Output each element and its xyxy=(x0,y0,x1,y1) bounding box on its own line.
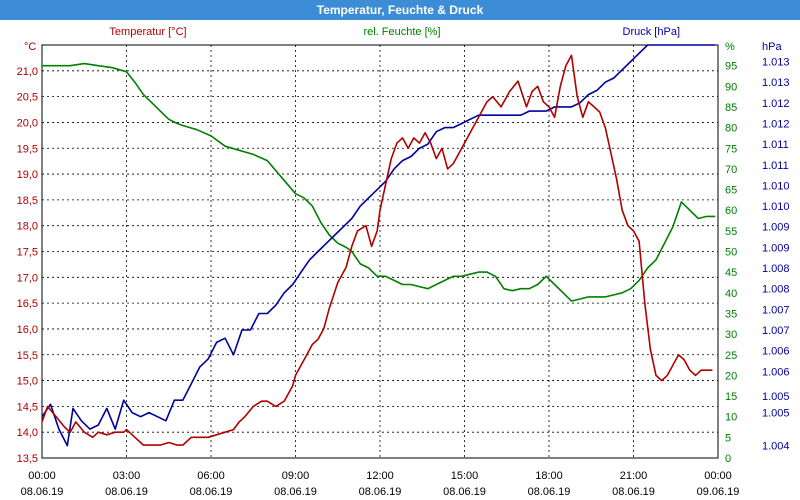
humidity-tick-label: 90 xyxy=(725,81,737,93)
pressure-unit-label: hPa xyxy=(762,41,782,53)
series-line-humidity xyxy=(42,62,716,302)
humidity-axis-title: rel. Feuchte [%] xyxy=(363,26,440,38)
x-tick-time: 09:00 xyxy=(282,470,310,482)
temperature-tick-label: 18,0 xyxy=(17,221,38,233)
x-tick-time: 15:00 xyxy=(451,470,479,482)
pressure-tick-label: 1.011 xyxy=(762,139,789,151)
pressure-tick-label: 1.006 xyxy=(762,346,790,358)
humidity-tick-label: 10 xyxy=(725,412,737,424)
x-tick-time: 06:00 xyxy=(197,470,225,482)
pressure-tick-label: 1.010 xyxy=(762,180,790,192)
x-tick-date: 08.06.19 xyxy=(105,486,148,498)
pressure-axis-title: Druck [hPa] xyxy=(623,26,680,38)
x-tick-date: 08.06.19 xyxy=(612,486,655,498)
temperature-tick-label: 19,5 xyxy=(17,143,38,155)
temperature-tick-label: 16,5 xyxy=(17,298,38,310)
humidity-tick-label: 30 xyxy=(725,329,737,341)
temperature-tick-label: 14,5 xyxy=(17,401,38,413)
pressure-tick-label: 1.011 xyxy=(762,160,789,172)
temperature-axis-title: Temperatur [°C] xyxy=(109,26,186,38)
pressure-tick-label: 1.004 xyxy=(762,441,790,453)
humidity-tick-label: 95 xyxy=(725,61,737,73)
pressure-tick-label: 1.009 xyxy=(762,242,790,254)
temperature-tick-label: 20,0 xyxy=(17,117,38,129)
x-tick-time: 00:00 xyxy=(704,470,732,482)
temperature-unit-label: °C xyxy=(24,41,36,53)
pressure-tick-label: 1.012 xyxy=(762,98,790,110)
humidity-tick-label: 70 xyxy=(725,164,737,176)
humidity-unit-label: % xyxy=(725,41,735,53)
temperature-tick-label: 19,0 xyxy=(17,169,38,181)
pressure-tick-label: 1.007 xyxy=(762,325,790,337)
humidity-tick-label: 55 xyxy=(725,226,737,238)
temperature-tick-label: 13,5 xyxy=(17,453,38,465)
x-tick-date: 08.06.19 xyxy=(359,486,402,498)
pressure-tick-label: 1.012 xyxy=(762,118,790,130)
humidity-tick-label: 25 xyxy=(725,350,737,362)
pressure-tick-label: 1.010 xyxy=(762,201,790,213)
temperature-tick-label: 21,0 xyxy=(17,66,38,78)
x-tick-date: 08.06.19 xyxy=(21,486,64,498)
x-tick-time: 03:00 xyxy=(113,470,141,482)
temperature-tick-label: 15,0 xyxy=(17,376,38,388)
humidity-tick-label: 40 xyxy=(725,288,737,300)
pressure-tick-label: 1.013 xyxy=(762,77,790,89)
humidity-tick-label: 0 xyxy=(725,453,731,465)
pressure-tick-label: 1.013 xyxy=(762,57,790,69)
x-tick-date: 09.06.19 xyxy=(697,486,740,498)
humidity-tick-label: 85 xyxy=(725,102,737,114)
pressure-tick-label: 1.005 xyxy=(762,408,790,420)
x-tick-date: 08.06.19 xyxy=(190,486,233,498)
series-line-temperature xyxy=(41,54,713,446)
pressure-tick-label: 1.006 xyxy=(762,366,790,378)
x-tick-time: 18:00 xyxy=(535,470,563,482)
x-tick-time: 12:00 xyxy=(366,470,394,482)
pressure-tick-label: 1.008 xyxy=(762,284,790,296)
x-tick-date: 08.06.19 xyxy=(528,486,571,498)
chart-title: Temperatur, Feuchte & Druck xyxy=(0,0,800,20)
humidity-tick-label: 20 xyxy=(725,370,737,382)
humidity-tick-label: 65 xyxy=(725,185,737,197)
temperature-tick-label: 17,5 xyxy=(17,247,38,259)
humidity-tick-label: 35 xyxy=(725,308,737,320)
pressure-tick-label: 1.005 xyxy=(762,391,790,403)
pressure-tick-label: 1.007 xyxy=(762,304,790,316)
pressure-tick-label: 1.008 xyxy=(762,263,790,275)
pressure-tick-label: 1.009 xyxy=(762,222,790,234)
x-tick-date: 08.06.19 xyxy=(443,486,486,498)
temperature-tick-label: 18,5 xyxy=(17,195,38,207)
humidity-tick-label: 50 xyxy=(725,247,737,259)
humidity-tick-label: 60 xyxy=(725,205,737,217)
x-tick-time: 00:00 xyxy=(28,470,56,482)
humidity-tick-label: 80 xyxy=(725,123,737,135)
humidity-tick-label: 75 xyxy=(725,143,737,155)
humidity-tick-label: 45 xyxy=(725,267,737,279)
temperature-tick-label: 20,5 xyxy=(17,92,38,104)
humidity-tick-label: 15 xyxy=(725,391,737,403)
temperature-tick-label: 15,5 xyxy=(17,350,38,362)
temperature-tick-label: 14,0 xyxy=(17,427,38,439)
x-tick-date: 08.06.19 xyxy=(274,486,317,498)
temperature-tick-label: 16,0 xyxy=(17,324,38,336)
humidity-tick-label: 5 xyxy=(725,432,731,444)
series-line-pressure xyxy=(41,44,716,447)
x-tick-time: 21:00 xyxy=(620,470,648,482)
temperature-tick-label: 17,0 xyxy=(17,272,38,284)
